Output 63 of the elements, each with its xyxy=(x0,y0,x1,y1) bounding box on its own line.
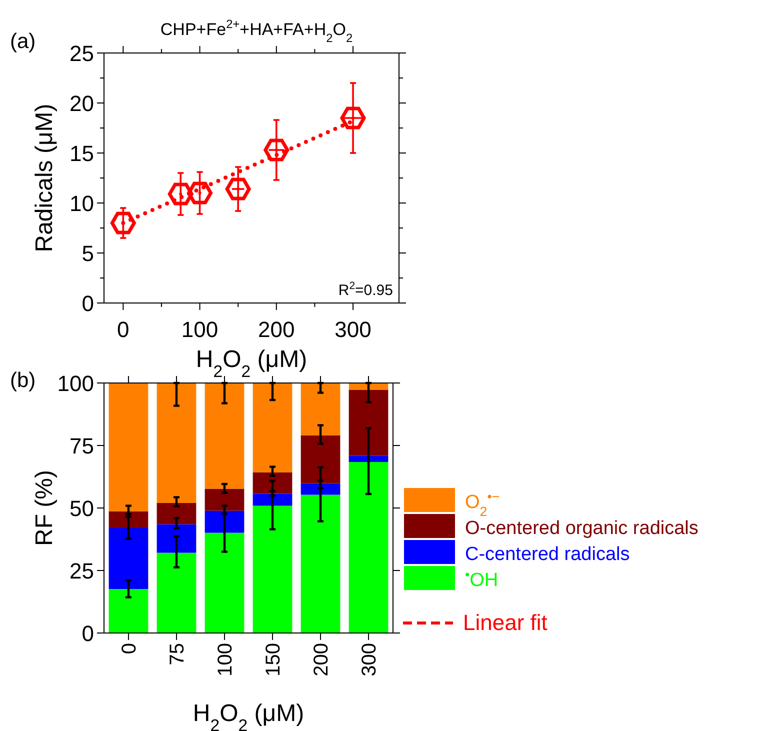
x-tick-label: 300 xyxy=(358,643,381,676)
x-tick-label: 75 xyxy=(166,643,188,666)
bar xyxy=(348,456,388,462)
x-tick-label: 100 xyxy=(181,317,218,342)
bar xyxy=(252,383,292,472)
point xyxy=(187,182,213,204)
x-tick-label: 100 xyxy=(214,643,236,676)
bar xyxy=(204,488,244,511)
point xyxy=(340,106,366,130)
bar xyxy=(300,494,340,633)
legend-label: $^{•}$OH xyxy=(465,566,498,591)
bar xyxy=(252,506,292,633)
bar xyxy=(108,511,148,528)
y-tick-label: 0 xyxy=(82,621,94,646)
y-tick-label: 25 xyxy=(70,558,94,584)
x-axis-title: H$_{2}$O$_{2}$ (μM) xyxy=(196,346,308,380)
bar xyxy=(252,494,292,506)
y-tick-label: 25 xyxy=(70,41,94,66)
bar xyxy=(156,383,196,503)
bar xyxy=(300,383,340,436)
annotation: R$^{2}$=0.95 xyxy=(338,280,393,299)
point xyxy=(168,182,194,206)
legend-label: C-centered radicals xyxy=(465,544,630,565)
bar xyxy=(348,383,388,390)
x-tick-label: 300 xyxy=(334,317,372,342)
y-axis-title: RF (%) xyxy=(31,470,58,546)
bar xyxy=(300,435,340,484)
bar xyxy=(204,510,244,533)
point xyxy=(110,212,136,234)
x-axis-title: H$_{2}$O$_{2}$ (μM) xyxy=(192,700,304,731)
bar xyxy=(156,524,196,553)
y-tick-label: 20 xyxy=(70,91,94,116)
bar xyxy=(156,552,196,633)
bar xyxy=(156,503,196,524)
bar xyxy=(204,532,244,633)
bar xyxy=(252,472,292,494)
bar xyxy=(108,528,148,589)
text: (a) xyxy=(10,30,36,53)
legend-label: Linear fit xyxy=(463,610,548,635)
y-tick-label: 15 xyxy=(70,141,94,166)
y-tick-label: 0 xyxy=(82,291,94,316)
legend-label: O-centered organic radicals xyxy=(465,518,698,539)
y-tick-label: 5 xyxy=(82,241,94,266)
point xyxy=(225,178,251,200)
chart-title: CHP+Fe$^{2+}$+HA+FA+H$_{2}$O$_{2}$ xyxy=(160,17,353,45)
bar xyxy=(108,589,148,633)
y-tick-label: 75 xyxy=(70,434,94,458)
bar xyxy=(348,462,388,633)
text: (b) xyxy=(10,369,36,392)
y-tick-label: 50 xyxy=(70,496,94,521)
point xyxy=(264,138,290,162)
y-tick-label: 10 xyxy=(70,191,94,216)
bar xyxy=(300,483,340,495)
x-tick-label: 200 xyxy=(310,643,333,676)
bar xyxy=(348,390,388,456)
bar xyxy=(108,383,148,512)
y-tick-label: 100 xyxy=(57,371,94,396)
x-tick-label: 150 xyxy=(262,643,285,676)
x-tick-label: 200 xyxy=(258,317,295,342)
y-axis-title: Radicals (μM) xyxy=(31,104,58,252)
x-tick-label: 0 xyxy=(118,643,140,654)
x-tick-label: 0 xyxy=(117,317,130,342)
bar xyxy=(204,383,244,489)
